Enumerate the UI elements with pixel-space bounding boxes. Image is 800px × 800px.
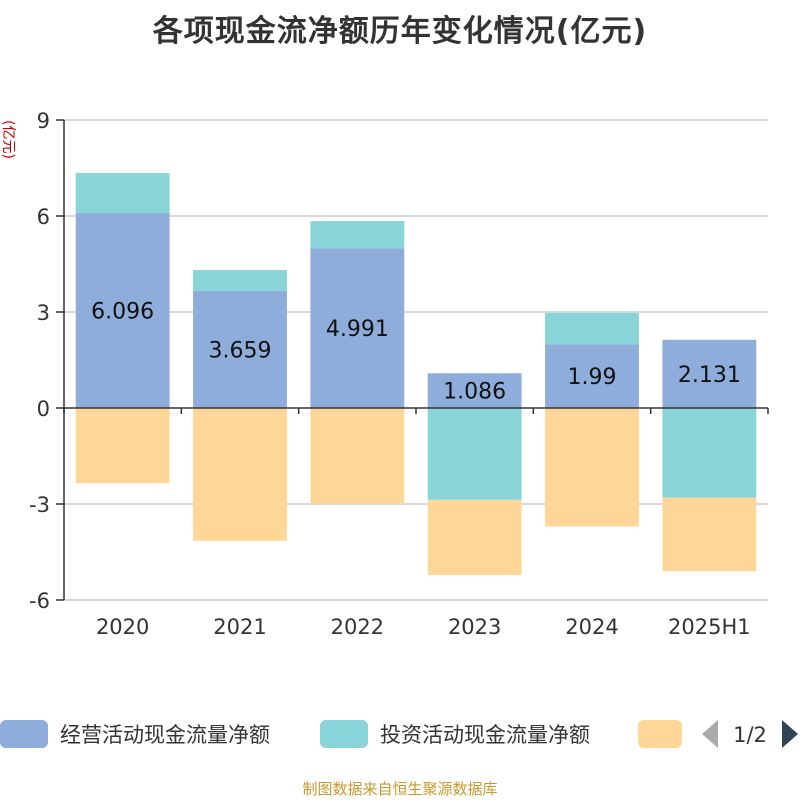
y-tick-label: 6	[37, 205, 50, 229]
bar-series-1-2025H1	[662, 339, 757, 408]
axes: 9 6 3 0 -3 -6 (亿元) 2020 2021 2022 2023 2024 2025H1	[0, 109, 769, 639]
data-label: 6.096	[91, 299, 154, 324]
y-tick-label: 9	[37, 109, 50, 133]
legend-swatch-1[interactable]	[0, 720, 48, 748]
data-label: 1.086	[443, 380, 506, 405]
x-tick-label: 2021	[213, 615, 266, 639]
bar-series-2-2025H1	[662, 408, 757, 498]
bar-series-2-2020	[75, 172, 170, 213]
data-label: 3.659	[209, 338, 272, 363]
y-tick-label: 0	[37, 397, 50, 421]
legend-prev-icon[interactable]	[702, 720, 718, 748]
bar-series-3-2021	[193, 408, 287, 541]
source-note: 制图数据来自恒生聚源数据库	[302, 780, 498, 798]
bar-series-3-2025H1	[662, 497, 757, 572]
grid-lines	[64, 119, 768, 601]
legend-swatch-3[interactable]	[638, 720, 682, 748]
y-axis-label: (亿元)	[0, 120, 16, 159]
y-tick-label: 3	[37, 301, 50, 325]
legend-swatch-2[interactable]	[320, 720, 368, 748]
data-label: 4.991	[326, 317, 389, 342]
bar-series-2-2022	[310, 221, 405, 249]
bar-series-1-2021	[193, 290, 287, 408]
bar-series-1-2022	[310, 248, 405, 408]
data-label: 2.131	[678, 363, 741, 388]
bar-series-3-2020	[75, 408, 170, 484]
bar-series-1-2020	[75, 212, 170, 408]
x-tick-label: 2022	[331, 615, 384, 639]
x-tick-label: 2025H1	[668, 615, 751, 639]
bar-series-3-2022	[310, 408, 405, 504]
bar-series-1-2024	[545, 344, 639, 408]
data-labels: 6.096 3.659 4.991 1.086 1.99 2.131	[91, 299, 741, 404]
legend-label-1[interactable]: 经营活动现金流量净额	[60, 723, 270, 747]
bar-series-1-2023	[427, 373, 522, 408]
x-tick-label: 2023	[448, 615, 501, 639]
x-tick-label: 2020	[96, 615, 149, 639]
bar-series-3-2024	[545, 408, 639, 527]
bar-series-2-2024	[545, 312, 639, 345]
bar-series-3-2023	[427, 499, 522, 576]
legend: 经营活动现金流量净额 投资活动现金流量净额 1/2	[0, 720, 798, 748]
legend-next-icon[interactable]	[782, 720, 798, 748]
legend-page-indicator: 1/2	[733, 723, 767, 747]
chart-title: 各项现金流净额历年变化情况(亿元)	[152, 14, 648, 49]
bar-series-2-2023	[427, 408, 522, 500]
bar-series-2-2021	[193, 270, 287, 291]
bars	[75, 172, 757, 576]
data-label: 1.99	[568, 365, 617, 390]
y-tick-label: -6	[29, 589, 50, 613]
x-tick-label: 2024	[565, 615, 618, 639]
y-tick-label: -3	[29, 493, 50, 517]
legend-label-2[interactable]: 投资活动现金流量净额	[380, 723, 590, 747]
